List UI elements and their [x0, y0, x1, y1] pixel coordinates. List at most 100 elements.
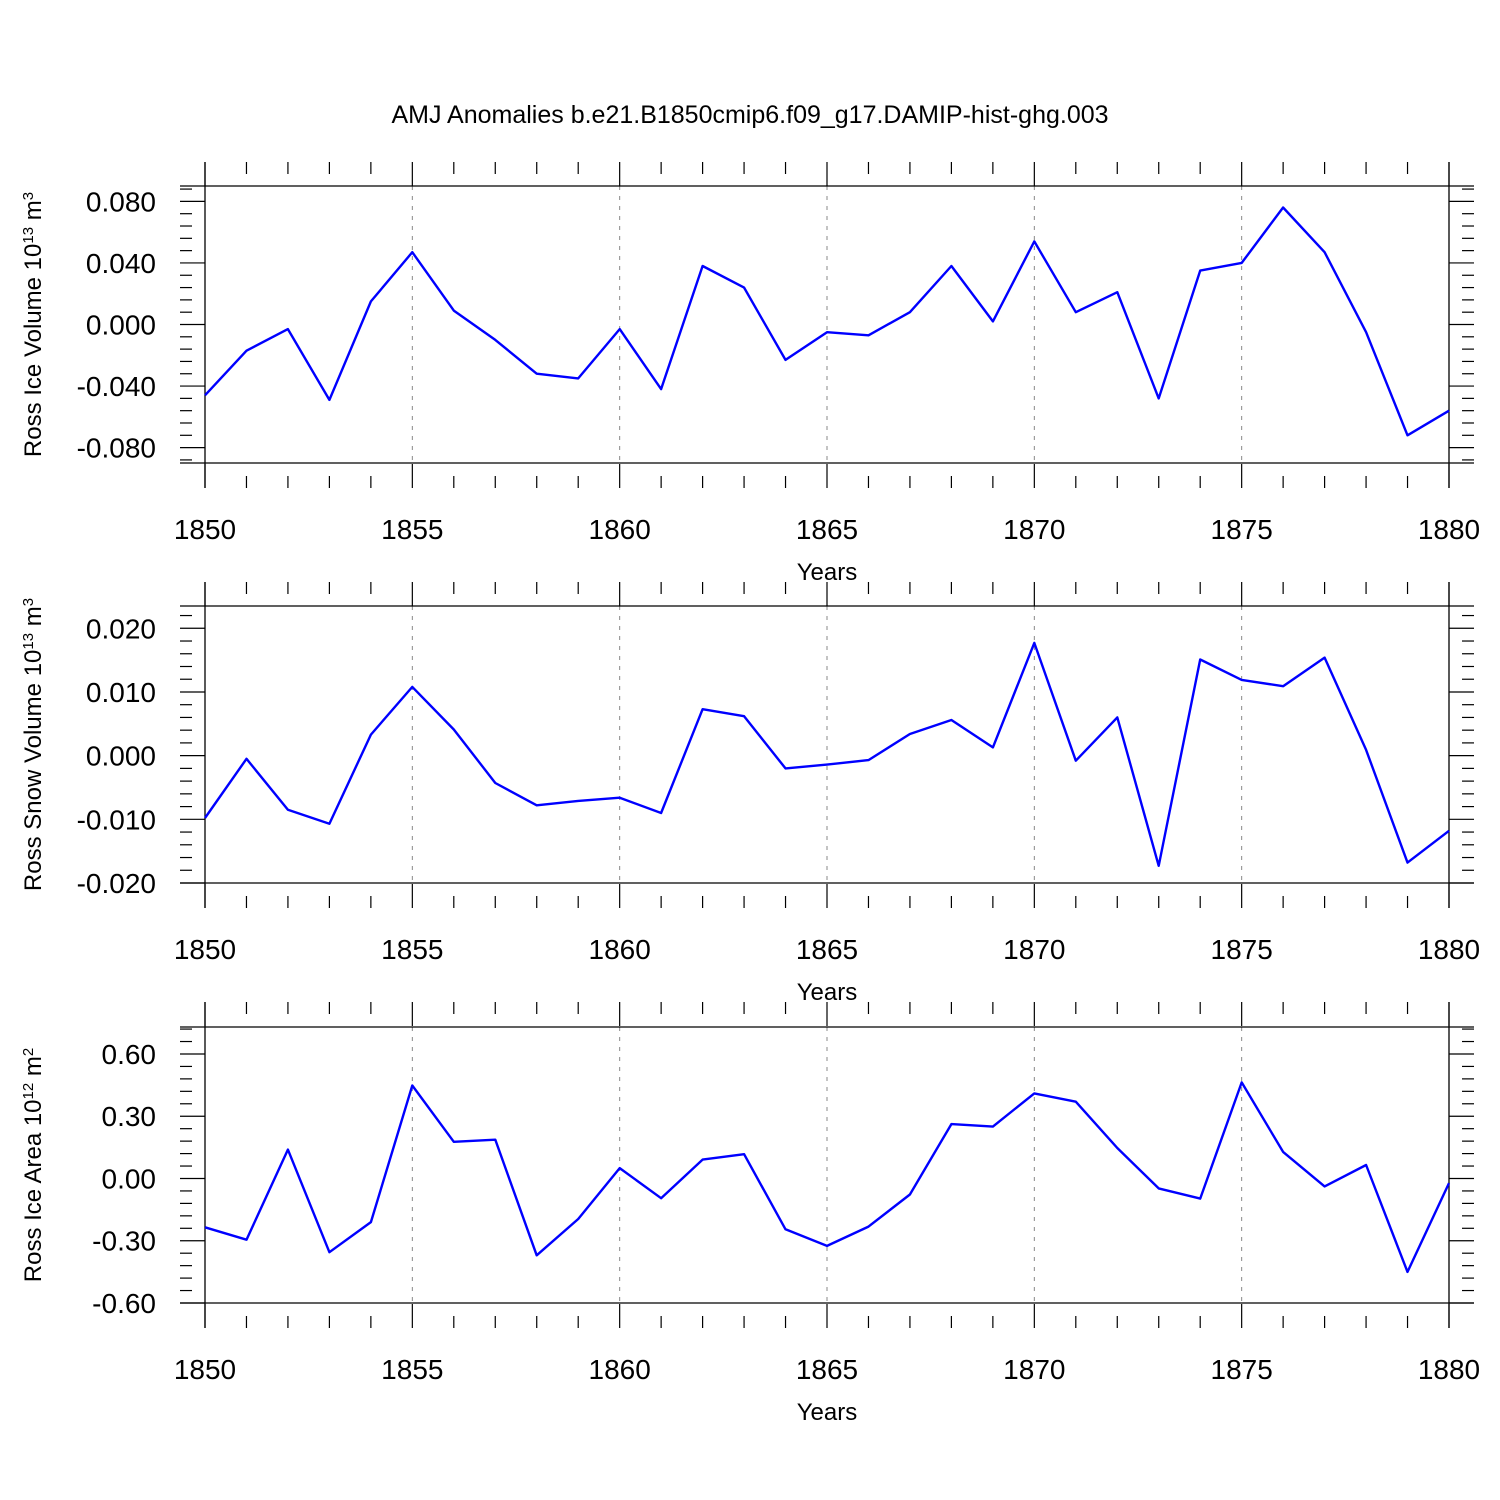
data-point	[1282, 206, 1284, 208]
data-point	[826, 763, 828, 765]
data-point	[784, 359, 786, 361]
x-tick-label: 1860	[589, 1354, 651, 1385]
x-tick-label: 1855	[381, 934, 443, 965]
data-point	[245, 758, 247, 760]
data-point	[660, 812, 662, 814]
data-point	[1365, 1164, 1367, 1166]
data-point	[701, 1158, 703, 1160]
data-point	[577, 377, 579, 379]
y-axis-label-part: m	[20, 606, 47, 633]
data-point	[1323, 1185, 1325, 1187]
data-point	[370, 733, 372, 735]
y-tick-label: -0.080	[77, 433, 156, 464]
data-point	[411, 686, 413, 688]
x-tick-label: 1880	[1418, 934, 1480, 965]
y-tick-label: 0.60	[102, 1039, 157, 1070]
x-tick-label: 1860	[589, 934, 651, 965]
y-tick-label: 0.020	[86, 613, 156, 644]
y-axis-label-exponent: 3	[20, 192, 37, 200]
data-point	[1075, 311, 1077, 313]
y-axis-label: Ross Ice Area 1012 m2	[20, 1048, 48, 1282]
data-point	[826, 331, 828, 333]
panel-3: -0.60 -0.30 0.00 0.30 0.60 1850 1855 1860 1865 18…	[20, 1002, 1480, 1426]
y-tick-label: -0.30	[92, 1226, 156, 1257]
data-point	[494, 1138, 496, 1140]
y-tick-label: 0.000	[86, 310, 156, 341]
data-point	[867, 1225, 869, 1227]
data-point	[784, 767, 786, 769]
data-point	[1282, 685, 1284, 687]
y-tick-label: 0.30	[102, 1101, 157, 1132]
data-point	[1116, 291, 1118, 293]
data-point	[1240, 262, 1242, 264]
data-point	[453, 1141, 455, 1143]
data-point	[1158, 865, 1160, 867]
data-point	[287, 809, 289, 811]
y-axis-label-exponent: 13	[20, 227, 37, 244]
data-point	[867, 334, 869, 336]
x-tick-label: 1880	[1418, 514, 1480, 545]
data-point	[950, 265, 952, 267]
data-point	[701, 708, 703, 710]
data-point	[1116, 716, 1118, 718]
data-point	[536, 373, 538, 375]
y-axis-label: Ross Snow Volume 1013 m3	[20, 598, 48, 891]
data-point	[245, 349, 247, 351]
x-tick-label: 1875	[1211, 934, 1273, 965]
x-tick-label: 1880	[1418, 1354, 1480, 1385]
y-tick-label: 0.010	[86, 677, 156, 708]
series-line	[204, 206, 1450, 437]
y-axis-label-part: m	[20, 1056, 47, 1083]
data-point	[370, 1221, 372, 1223]
data-point	[1323, 656, 1325, 658]
x-tick-label: 1860	[589, 514, 651, 545]
x-tick-label: 1870	[1003, 934, 1065, 965]
series-line	[204, 641, 1450, 867]
data-point	[992, 1125, 994, 1127]
panel-1: -0.080 -0.040 0.000 0.040 0.080 1850 1855 1860 1…	[20, 162, 1480, 586]
x-tick-label: 1875	[1211, 514, 1273, 545]
y-axis-label-exponent: 2	[20, 1048, 37, 1056]
data-point	[992, 746, 994, 748]
y-axis-label-part: Ross Snow Volume 10	[20, 650, 47, 891]
data-point	[536, 804, 538, 806]
data-point	[1448, 409, 1450, 411]
x-tick-label: 1865	[796, 934, 858, 965]
data-point	[660, 1197, 662, 1199]
data-point	[909, 1193, 911, 1195]
y-axis-label-part: m	[20, 200, 47, 227]
data-point	[1365, 331, 1367, 333]
x-tick-label: 1875	[1211, 1354, 1273, 1385]
data-point	[494, 339, 496, 341]
data-point	[1365, 749, 1367, 751]
data-point	[992, 320, 994, 322]
data-point	[577, 800, 579, 802]
y-axis-label-part: Ross Ice Volume 10	[20, 244, 47, 457]
data-point	[328, 1251, 330, 1253]
chart-title: AMJ Anomalies b.e21.B1850cmip6.f09_g17.D…	[391, 101, 1108, 129]
panels: -0.080 -0.040 0.000 0.040 0.080 1850 1855 1860 1…	[20, 162, 1480, 1426]
data-point	[618, 328, 620, 330]
data-point	[1158, 397, 1160, 399]
data-point	[784, 1228, 786, 1230]
data-point	[1240, 1081, 1242, 1083]
data-point	[1406, 861, 1408, 863]
data-point	[1323, 251, 1325, 253]
data-point	[743, 715, 745, 717]
data-point	[743, 1153, 745, 1155]
data-point	[287, 1148, 289, 1150]
data-point	[1406, 434, 1408, 436]
data-point	[370, 300, 372, 302]
x-axis-label: Years	[797, 1399, 858, 1426]
data-point	[618, 1167, 620, 1169]
y-tick-label: 0.080	[86, 186, 156, 217]
data-point	[204, 817, 206, 819]
data-point	[204, 394, 206, 396]
data-point	[453, 309, 455, 311]
x-tick-label: 1870	[1003, 1354, 1065, 1385]
y-axis-label-part: Ross Ice Area 10	[20, 1099, 47, 1282]
data-point	[411, 1084, 413, 1086]
x-tick-label: 1865	[796, 1354, 858, 1385]
y-tick-label: -0.040	[77, 371, 156, 402]
